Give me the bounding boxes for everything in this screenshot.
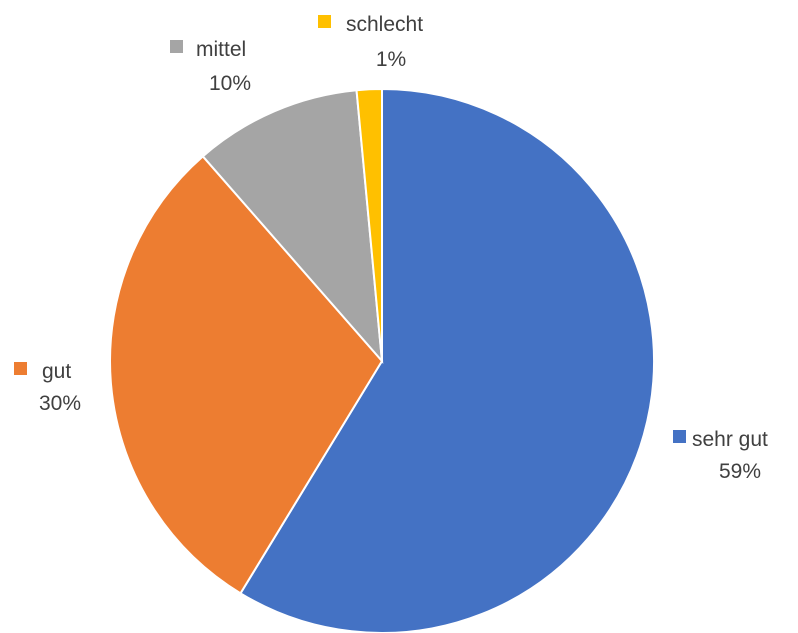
pie-slice-mittel bbox=[201, 89, 384, 364]
legend-key-schlecht bbox=[318, 15, 331, 28]
data-label-name-gut: gut bbox=[42, 360, 71, 383]
data-label-name-sehr-gut: sehr gut bbox=[692, 428, 768, 451]
pie-slice-gut bbox=[109, 154, 384, 595]
pie-slices bbox=[109, 87, 655, 633]
pie-slice-schlecht bbox=[355, 87, 383, 362]
legend-key-sehr-gut bbox=[673, 430, 686, 443]
legend-key-mittel bbox=[170, 40, 183, 53]
data-label-name-schlecht: schlecht bbox=[346, 13, 423, 36]
legend-key-gut bbox=[14, 362, 27, 375]
data-label-percent-schlecht: 1% bbox=[376, 48, 406, 71]
data-labels: sehr gut 59% gut 30% mittel 10% schlecht 1% bbox=[14, 13, 768, 483]
data-label-name-mittel: mittel bbox=[196, 38, 246, 61]
data-label-percent-gut: 30% bbox=[39, 392, 81, 415]
data-label-percent-mittel: 10% bbox=[209, 72, 251, 95]
data-label-percent-sehr-gut: 59% bbox=[719, 460, 761, 483]
